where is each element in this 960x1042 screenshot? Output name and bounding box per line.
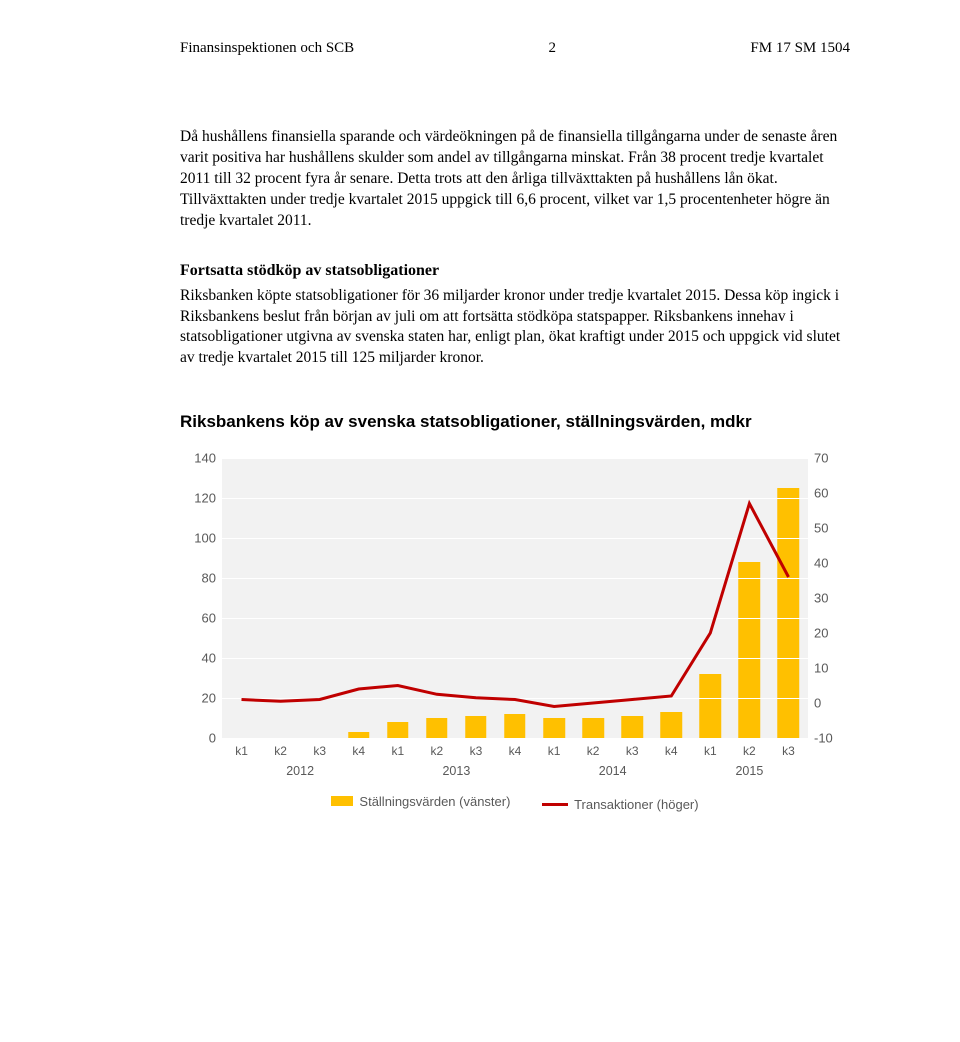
xtick: k1 <box>391 744 404 758</box>
ytick-right: 20 <box>814 626 844 641</box>
xtick: k2 <box>743 744 756 758</box>
ytick-left: 120 <box>186 491 216 506</box>
ytick-left: 100 <box>186 531 216 546</box>
header-right: FM 17 SM 1504 <box>750 40 850 57</box>
x-year-label: 2012 <box>286 764 314 778</box>
legend-label-bars: Ställningsvärden (vänster) <box>359 794 510 809</box>
xtick: k2 <box>431 744 444 758</box>
xtick: k3 <box>313 744 326 758</box>
header-page-number: 2 <box>549 40 557 57</box>
xtick: k1 <box>704 744 717 758</box>
x-year-label: 2015 <box>735 764 763 778</box>
ytick-right: 70 <box>814 451 844 466</box>
page-header: Finansinspektionen och SCB 2 FM 17 SM 15… <box>180 40 850 57</box>
ytick-right: 30 <box>814 591 844 606</box>
legend-item-bars: Ställningsvärden (vänster) <box>331 794 510 809</box>
ytick-right: 60 <box>814 486 844 501</box>
chart-plot-area <box>222 458 808 738</box>
xtick: k3 <box>470 744 483 758</box>
xtick: k4 <box>352 744 365 758</box>
xtick: k1 <box>235 744 248 758</box>
x-year-label: 2014 <box>599 764 627 778</box>
paragraph-2: Riksbanken köpte statsobligationer för 3… <box>180 286 850 370</box>
ytick-left: 140 <box>186 451 216 466</box>
chart-title: Riksbankens köp av svenska statsobligati… <box>180 411 850 434</box>
xtick: k2 <box>274 744 287 758</box>
ytick-left: 60 <box>186 611 216 626</box>
chart-line-svg <box>222 458 808 738</box>
ytick-right: 40 <box>814 556 844 571</box>
chart-legend: Ställningsvärden (vänster) Transaktioner… <box>180 794 850 813</box>
xtick: k3 <box>782 744 795 758</box>
legend-swatch-bar <box>331 796 353 806</box>
ytick-left: 80 <box>186 571 216 586</box>
legend-swatch-line <box>542 803 568 806</box>
legend-item-line: Transaktioner (höger) <box>542 797 699 812</box>
section-heading: Fortsatta stödköp av statsobligationer <box>180 262 850 280</box>
legend-label-line: Transaktioner (höger) <box>574 797 699 812</box>
header-left: Finansinspektionen och SCB <box>180 40 354 57</box>
ytick-left: 40 <box>186 651 216 666</box>
riksbank-chart: Ställningsvärden (vänster) Transaktioner… <box>180 452 850 812</box>
xtick: k4 <box>509 744 522 758</box>
ytick-right: -10 <box>814 731 844 746</box>
ytick-right: 50 <box>814 521 844 536</box>
paragraph-1: Då hushållens finansiella sparande och v… <box>180 127 850 232</box>
ytick-right: 10 <box>814 661 844 676</box>
chart-line <box>242 504 789 707</box>
ytick-left: 0 <box>186 731 216 746</box>
xtick: k1 <box>548 744 561 758</box>
xtick: k2 <box>587 744 600 758</box>
x-year-label: 2013 <box>442 764 470 778</box>
xtick: k4 <box>665 744 678 758</box>
ytick-left: 20 <box>186 691 216 706</box>
ytick-right: 0 <box>814 696 844 711</box>
xtick: k3 <box>626 744 639 758</box>
